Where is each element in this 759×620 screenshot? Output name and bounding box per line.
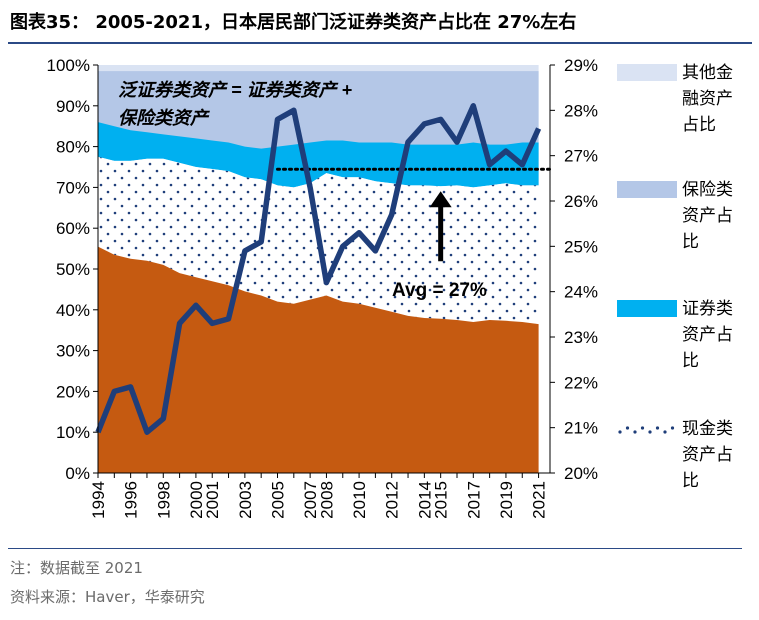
- x-tick-label: 2014: [415, 481, 434, 519]
- right-tick-label: 25%: [564, 237, 598, 256]
- x-tick-label: 1996: [122, 481, 141, 519]
- right-tick-label: 28%: [564, 101, 598, 120]
- legend-swatch-dot: [625, 426, 630, 430]
- x-tick-label: 2010: [350, 481, 369, 519]
- right-tick-label: 29%: [564, 56, 598, 75]
- right-tick-label: 24%: [564, 283, 598, 302]
- x-tick-label: 1998: [154, 481, 173, 519]
- x-tick-label: 1994: [89, 481, 108, 519]
- x-tick-label: 2008: [317, 481, 336, 519]
- left-tick-label: 60%: [56, 219, 90, 238]
- right-tick-label: 20%: [564, 464, 598, 483]
- right-tick-label: 23%: [564, 328, 598, 347]
- legend-swatch-dot: [663, 430, 667, 434]
- annotations: 泛证券类资产 = 证券类资产 + 保险类资产 Avg = 27%: [118, 80, 487, 301]
- left-tick-label: 100%: [47, 56, 90, 75]
- axes: 0% 10% 20% 30% 40% 50% 60% 70% 80% 90% 100% 20% 21% 2…: [47, 56, 599, 519]
- x-tick-label: 2007: [301, 481, 320, 519]
- legend-label: 占比: [682, 115, 716, 134]
- legend-swatch-dot: [618, 430, 622, 434]
- x-tick-label: 2015: [432, 481, 451, 519]
- right-tick-label: 22%: [564, 373, 598, 392]
- legend-swatch: [617, 300, 677, 317]
- legend-label: 现金类: [682, 419, 733, 438]
- chart-title: 图表35： 2005-2021，日本居民部门泛证券类资产占比在 27%左右: [10, 12, 577, 33]
- area-cash: [98, 246, 539, 473]
- left-tick-label: 40%: [56, 301, 90, 320]
- legend-label: 其他金: [682, 63, 733, 82]
- legend-label: 资产占: [682, 325, 733, 344]
- x-tick-label: 2005: [269, 481, 288, 519]
- legend-swatch-dot: [655, 426, 660, 430]
- legend-label: 资产占: [682, 206, 733, 225]
- left-tick-label: 90%: [56, 97, 90, 116]
- legend-label: 比: [682, 232, 699, 251]
- x-tick-label: 2003: [236, 481, 255, 519]
- line-layer: [95, 103, 552, 435]
- left-tick-label: 20%: [56, 382, 90, 401]
- legend-swatch-dot: [633, 430, 637, 434]
- formula-annotation-line2: 保险类资产: [118, 108, 210, 128]
- right-tick-label: 27%: [564, 147, 598, 166]
- left-tick-label: 70%: [56, 178, 90, 197]
- left-tick-label: 50%: [56, 260, 90, 279]
- legend-label: 融资产: [682, 89, 733, 108]
- note-text: 注：数据截至 2021: [10, 559, 143, 577]
- arrow-head: [429, 191, 452, 208]
- right-tick-label: 26%: [564, 192, 598, 211]
- legend-swatch: [617, 64, 677, 81]
- x-tick-label: 2012: [383, 481, 402, 519]
- chart: 0% 10% 20% 30% 40% 50% 60% 70% 80% 90% 100% 20% 21% 2…: [47, 56, 733, 519]
- legend-label: 比: [682, 471, 699, 490]
- title-rule: [8, 42, 752, 44]
- source-text: 资料来源：Haver，华泰研究: [10, 588, 205, 606]
- footer-rule: [8, 548, 742, 549]
- legend-swatch: [617, 181, 677, 198]
- legend-label: 证券类: [682, 299, 733, 318]
- stacked-areas: [98, 65, 550, 473]
- legend-label: 比: [682, 351, 699, 370]
- x-tick-label: 2000: [187, 481, 206, 519]
- x-tick-label: 2001: [203, 481, 222, 519]
- left-tick-label: 10%: [56, 423, 90, 442]
- left-tick-label: 80%: [56, 138, 90, 157]
- legend-swatch-dot: [670, 426, 675, 430]
- legend-swatch-dot: [648, 430, 652, 434]
- left-tick-label: 30%: [56, 342, 90, 361]
- formula-annotation-line1: 泛证券类资产 = 证券类资产 +: [118, 80, 353, 100]
- legend-label: 保险类: [682, 180, 733, 199]
- x-tick-label: 2017: [464, 481, 483, 519]
- x-tick-label: 2021: [530, 481, 549, 519]
- line-broad-securities: [95, 103, 542, 435]
- avg-label: Avg = 27%: [392, 280, 487, 301]
- x-tick-label: 2019: [497, 481, 516, 519]
- left-tick-label: 0%: [65, 464, 90, 483]
- legend-label: 资产占: [682, 445, 733, 464]
- legend-swatch-dot: [640, 426, 645, 430]
- right-tick-label: 21%: [564, 419, 598, 438]
- area-securities: [98, 122, 539, 188]
